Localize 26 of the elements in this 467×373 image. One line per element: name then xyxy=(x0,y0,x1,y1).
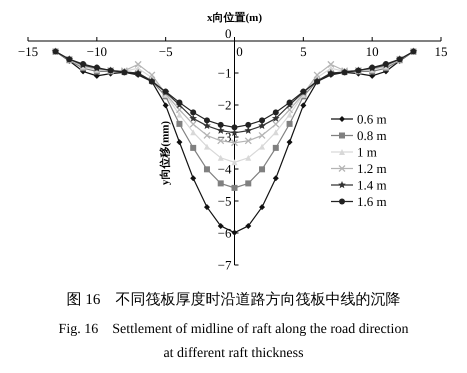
y-tick-label: −4 xyxy=(218,162,232,176)
y-tick-label: −3 xyxy=(218,130,232,144)
legend-label: 0.8 m xyxy=(357,128,387,143)
y-tick-label: 0 xyxy=(225,26,232,41)
x-tick-label: 5 xyxy=(300,44,307,59)
text: at different raft thickness xyxy=(163,346,304,361)
x-tick-label: −10 xyxy=(86,44,108,59)
legend-label: 0.6 m xyxy=(357,112,387,126)
legend-label: 1 m xyxy=(357,144,377,160)
legend-label: 1.4 m xyxy=(357,178,387,192)
x-tick-label: 0 xyxy=(236,44,243,59)
legend-label: 1.2 m xyxy=(357,161,387,176)
x-tick-label: 15 xyxy=(434,44,448,59)
x-axis-title: x向位置(m) xyxy=(207,11,262,24)
y-tick-label: −6 xyxy=(218,226,232,240)
y-axis-title: y向位移(mm) xyxy=(158,120,172,186)
y-tick-label: −5 xyxy=(218,194,232,208)
y-tick-label: −7 xyxy=(218,258,232,272)
legend-label: 1.6 m xyxy=(357,194,387,209)
x-tick-label: −15 xyxy=(18,44,38,59)
x-tick-label: −5 xyxy=(158,44,173,59)
x-tick-label: 10 xyxy=(366,44,379,59)
y-tick-label: −1 xyxy=(218,66,232,80)
y-tick-label: −2 xyxy=(218,98,232,112)
caption: Fig. 16 Settlement of midline of raft along the road direction xyxy=(58,322,408,337)
caption: 图 16 不同筏板厚度时沿道路方向筏板中线的沉降 xyxy=(66,291,400,308)
